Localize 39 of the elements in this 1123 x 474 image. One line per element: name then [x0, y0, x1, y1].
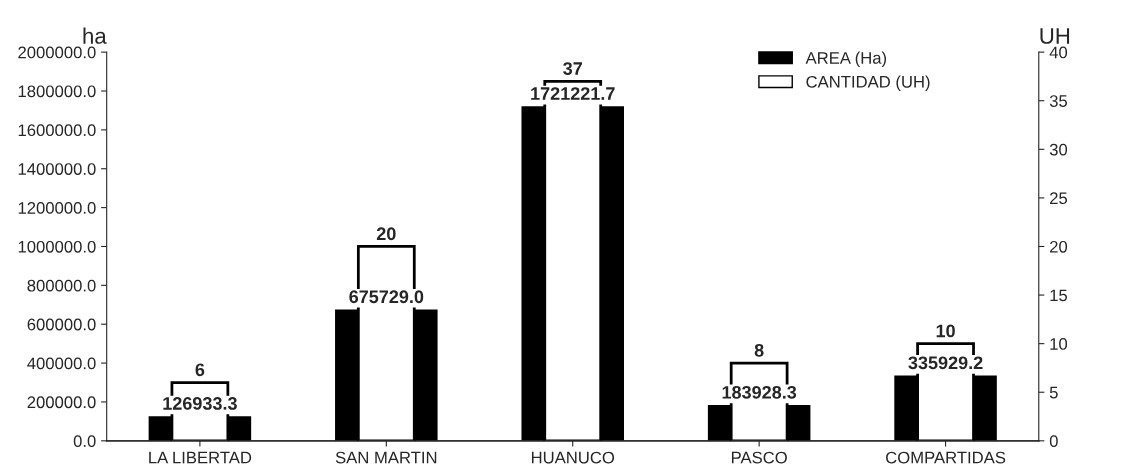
x-tick-label: PASCO	[731, 451, 787, 464]
y-tick-label: 0.0	[73, 435, 96, 448]
y-tick-label: 1400000.0	[18, 163, 96, 175]
y2-tick-label: 5	[1049, 386, 1058, 399]
y-axis-title: ha	[83, 27, 107, 44]
y-tick-label: 2000000.0	[18, 46, 96, 59]
y-tick-label: 800000.0	[27, 279, 96, 292]
y2-tick-label: 30	[1049, 143, 1068, 156]
y2-tick-label: 15	[1050, 289, 1068, 302]
y2-tick-label: 35	[1049, 95, 1068, 107]
y2-tick-label: 25	[1050, 192, 1068, 205]
data-label: 20	[376, 227, 396, 241]
y-tick-label: 600000.0	[27, 318, 96, 331]
y2-axis-title: UH	[1040, 28, 1070, 44]
y-tick-label: 400000.0	[27, 357, 96, 370]
data-label: 675729.0	[349, 290, 424, 304]
data-label: 183928.3	[722, 385, 797, 399]
data-label: 335929.2	[908, 356, 983, 370]
y2-tick-label: 40	[1049, 46, 1068, 59]
data-label: 10	[936, 324, 955, 338]
data-label: 126933.3	[163, 397, 237, 410]
x-tick-label: COMPARTIDAS	[886, 451, 1006, 464]
x-tick-label: HUANUCO	[531, 451, 615, 464]
y-tick-label: 1800000.0	[18, 85, 96, 98]
y-tick-label: 1000000.0	[18, 240, 96, 253]
data-label: 6	[195, 363, 205, 377]
legend-label: AREA (Ha)	[805, 51, 887, 68]
x-tick-label: SAN MARTIN	[335, 451, 437, 464]
data-label: 37	[563, 62, 582, 75]
data-label: 1721221.7	[531, 87, 615, 100]
y2-tick-label: 0	[1049, 435, 1058, 448]
y-tick-label: 1600000.0	[18, 124, 96, 137]
y2-tick-label: 10	[1050, 338, 1068, 350]
y-tick-label: 1200000.0	[18, 202, 96, 214]
legend-label: CANTIDAD (UH)	[806, 75, 930, 91]
y2-tick-label: 20	[1050, 240, 1068, 253]
x-tick-label: LA LIBERTAD	[149, 451, 252, 464]
y-tick-label: 200000.0	[27, 396, 96, 409]
data-label: 8	[754, 343, 764, 357]
